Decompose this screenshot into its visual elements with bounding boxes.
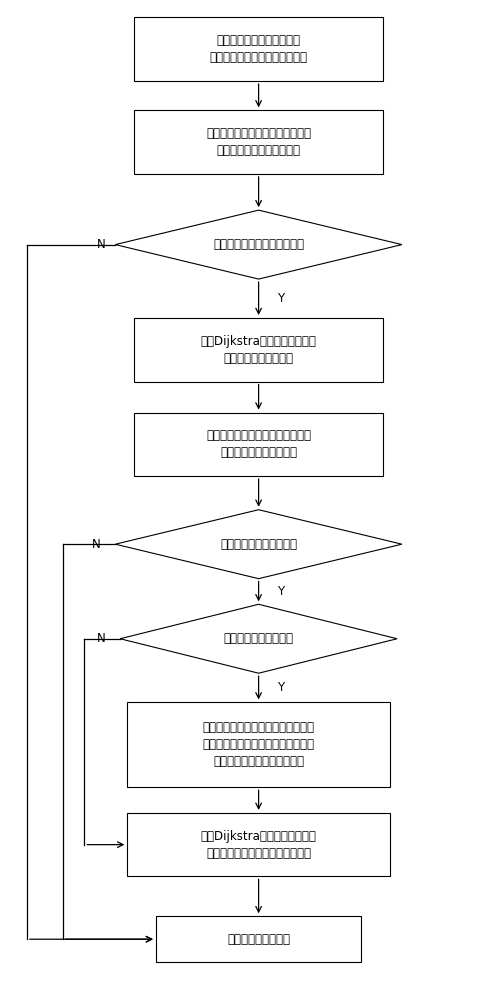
Text: 根据直流电源消失变电站内部断路器
连接关系对一次更新修正后的断路器
的邻接矩阵进行二次更新修正: 根据直流电源消失变电站内部断路器 连接关系对一次更新修正后的断路器 的邻接矩阵进… [203,721,315,768]
Text: Y: Y [276,681,284,694]
FancyBboxPatch shape [156,916,361,962]
FancyBboxPatch shape [135,17,383,81]
Polygon shape [115,510,402,579]
FancyBboxPatch shape [135,318,383,382]
FancyBboxPatch shape [135,413,383,476]
FancyBboxPatch shape [127,813,390,876]
Text: N: N [97,238,105,251]
Text: N: N [92,538,101,551]
Text: 调用Dijkstra算法模块进行二次
判断并获取最终跳闸断路器的编号: 调用Dijkstra算法模块进行二次 判断并获取最终跳闸断路器的编号 [201,830,317,860]
Text: 调用Dijkstra算法模块进行一次
判断并获取跳闸断路器: 调用Dijkstra算法模块进行一次 判断并获取跳闸断路器 [201,335,317,365]
FancyBboxPatch shape [135,110,383,174]
Text: 判断跳闸断路器是否失灵: 判断跳闸断路器是否失灵 [220,538,297,551]
Text: 完成跳闸断路器搜索: 完成跳闸断路器搜索 [227,933,290,946]
Text: Y: Y [276,292,284,305]
Text: 根据断路器工作状态对断路器的邻
接矩阵进行一次更新修正: 根据断路器工作状态对断路器的邻 接矩阵进行一次更新修正 [206,429,311,459]
Polygon shape [115,210,402,279]
Text: 判断直流电源是否消失: 判断直流电源是否消失 [224,632,294,645]
Text: 智能电网中是否存在故障元件: 智能电网中是否存在故障元件 [213,238,304,251]
FancyBboxPatch shape [127,702,390,787]
Text: Y: Y [276,585,284,598]
Text: 获取断路器的邻接矩阵以及
被保护元件和断路器的邻接矩阵: 获取断路器的邻接矩阵以及 被保护元件和断路器的邻接矩阵 [210,34,308,64]
Text: N: N [97,632,105,645]
Polygon shape [120,604,397,673]
Text: 根据断路器工作状态更新修正被保
护元件和断路器的邻接矩阵: 根据断路器工作状态更新修正被保 护元件和断路器的邻接矩阵 [206,127,311,157]
